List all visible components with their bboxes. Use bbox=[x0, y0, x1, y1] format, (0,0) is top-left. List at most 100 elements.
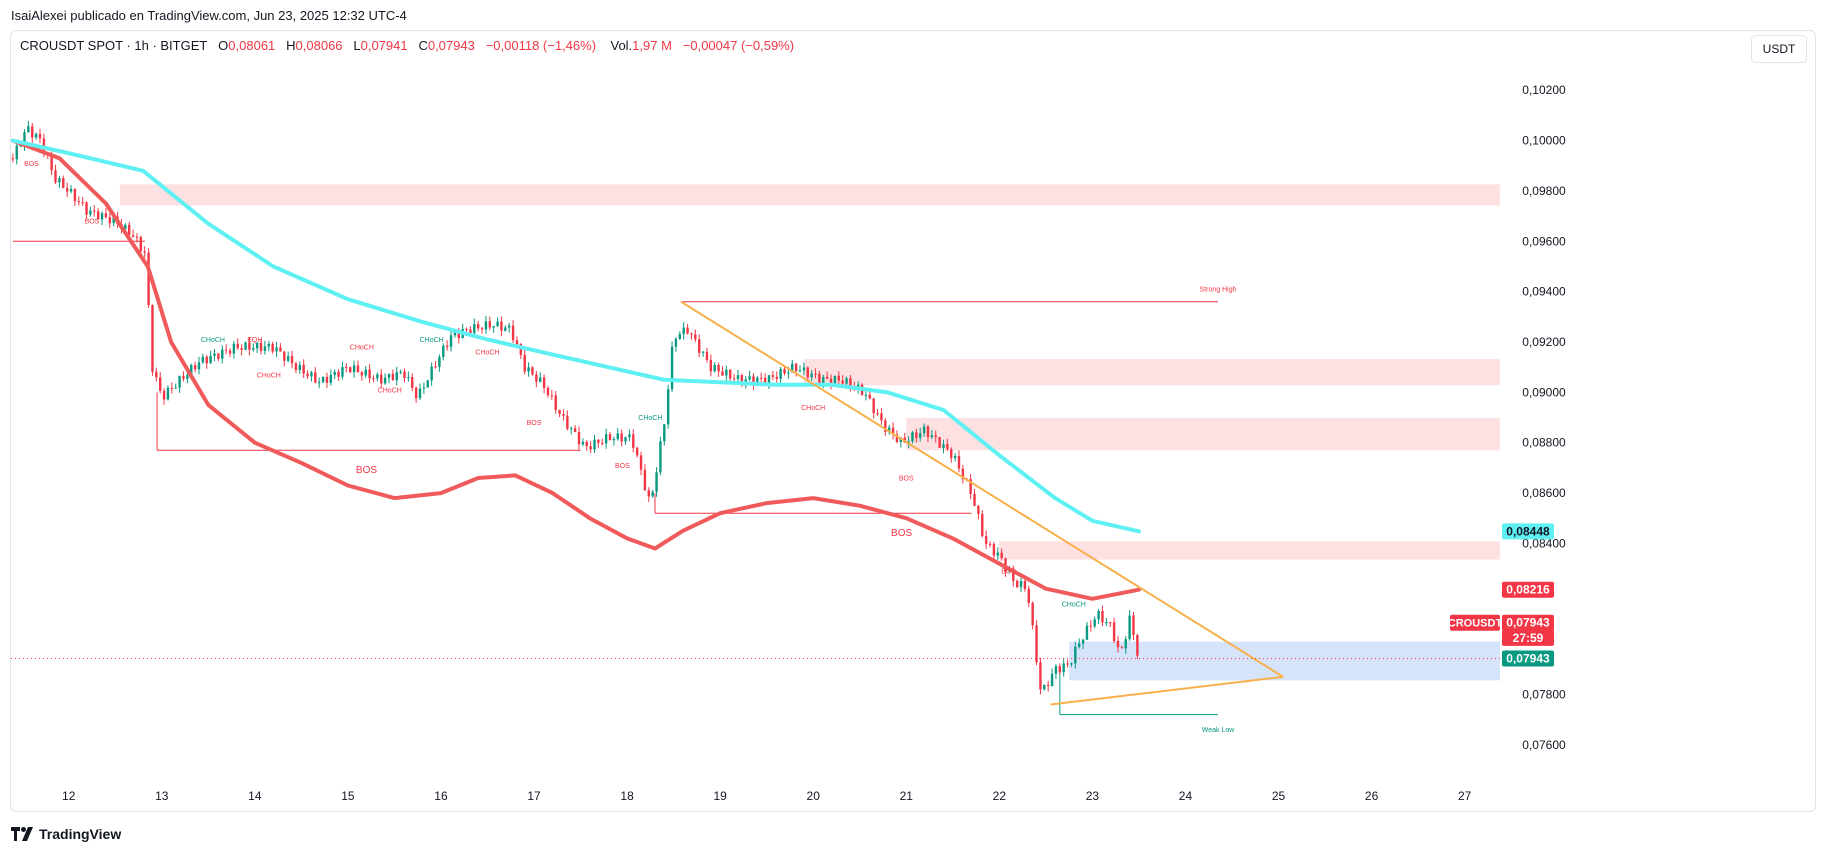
price-axis-tag bbox=[1502, 523, 1554, 540]
candle-body bbox=[709, 359, 713, 372]
candle-body bbox=[248, 342, 251, 350]
candle-body bbox=[845, 378, 848, 384]
candle-body bbox=[271, 343, 274, 352]
candle-body bbox=[748, 376, 751, 380]
candle-body bbox=[837, 375, 840, 381]
candle-body bbox=[422, 387, 426, 389]
y-axis-tick: 0,07800 bbox=[1522, 687, 1566, 701]
candle-body bbox=[527, 367, 530, 372]
publisher-line: IsaiAlexei publicado en TradingView.com,… bbox=[11, 8, 407, 23]
candle-body bbox=[977, 505, 980, 514]
candle-body bbox=[729, 369, 732, 379]
candle-body bbox=[500, 321, 503, 331]
candle-body bbox=[946, 444, 949, 450]
y-axis-tick: 0,09400 bbox=[1522, 285, 1566, 299]
price-axis-tag-label: 0,08216 bbox=[1506, 583, 1550, 597]
candle-body bbox=[973, 493, 976, 506]
candle-body bbox=[915, 432, 918, 438]
candle-body bbox=[139, 236, 143, 252]
candle-body bbox=[23, 132, 26, 146]
price-axis-tag-label: 0,07943 bbox=[1506, 651, 1550, 665]
candle-body bbox=[1012, 570, 1015, 581]
candle-body bbox=[81, 202, 84, 204]
candle-body bbox=[457, 332, 460, 339]
candle-body bbox=[887, 427, 891, 432]
candle-body bbox=[663, 424, 666, 442]
candle-body bbox=[333, 371, 336, 375]
candle-body bbox=[880, 413, 883, 421]
y-axis-tick: 0,09200 bbox=[1522, 335, 1566, 349]
structure-label: BOS bbox=[527, 420, 542, 427]
symbol-title[interactable]: CROUSDT SPOT · 1h · BITGET bbox=[20, 38, 208, 53]
candle-body bbox=[911, 432, 914, 442]
candle-body bbox=[201, 356, 205, 363]
currency-button[interactable]: USDT bbox=[1751, 35, 1807, 63]
price-axis-tag bbox=[1502, 650, 1554, 667]
candle-body bbox=[732, 378, 736, 380]
candle-body bbox=[34, 133, 38, 138]
candle-body bbox=[19, 145, 22, 147]
candle-body bbox=[411, 376, 414, 388]
supply-zone bbox=[119, 184, 1500, 206]
candle-body bbox=[713, 364, 716, 372]
candle-body bbox=[131, 235, 135, 237]
candle-body bbox=[643, 469, 647, 491]
structure-label: CHoCH bbox=[1062, 601, 1086, 608]
candle-body bbox=[535, 374, 538, 382]
candle-body bbox=[209, 355, 212, 364]
y-axis-tick: 0,09000 bbox=[1522, 385, 1566, 399]
tradingview-brand: TradingView bbox=[39, 826, 122, 842]
candle-body bbox=[1066, 663, 1069, 665]
candle-body bbox=[507, 325, 511, 328]
tradingview-logo[interactable]: TradingView bbox=[11, 826, 121, 842]
ascending-trendline bbox=[1050, 675, 1284, 706]
candle-body bbox=[127, 224, 131, 236]
candle-body bbox=[155, 371, 158, 378]
candle-body bbox=[988, 543, 992, 545]
candle-body bbox=[174, 387, 177, 389]
candle-body bbox=[387, 373, 391, 378]
candle-body bbox=[352, 365, 356, 373]
structure-label: CHoCH bbox=[350, 345, 374, 352]
candle-body bbox=[434, 366, 437, 368]
candle-body bbox=[449, 335, 453, 347]
candle-body bbox=[1046, 684, 1050, 687]
candle-body bbox=[841, 380, 844, 384]
candle-body bbox=[829, 378, 833, 384]
y-axis-tick: 0,08800 bbox=[1522, 436, 1566, 450]
candle-body bbox=[193, 365, 197, 370]
candle-body bbox=[465, 328, 468, 330]
candle-body bbox=[701, 351, 705, 353]
chart-frame[interactable] bbox=[10, 30, 1816, 812]
price-axis-tag bbox=[1502, 629, 1554, 646]
candle-body bbox=[469, 329, 472, 334]
candle-body bbox=[213, 353, 216, 356]
candle-body bbox=[546, 387, 550, 396]
candle-body bbox=[651, 491, 654, 497]
descending-trendline bbox=[680, 300, 1284, 678]
volume-change-value: −0,00047 (−0,59%) bbox=[682, 38, 795, 53]
candle-body bbox=[62, 178, 65, 189]
structure-label: BOS bbox=[1001, 569, 1016, 576]
candle-body bbox=[1105, 622, 1108, 624]
candle-body bbox=[1043, 684, 1046, 690]
candle-body bbox=[570, 428, 573, 430]
y-axis-tick: 0,08600 bbox=[1522, 486, 1566, 500]
candle-body bbox=[760, 377, 763, 379]
candle-body bbox=[484, 321, 488, 330]
candle-body bbox=[550, 395, 554, 397]
candle-body bbox=[577, 432, 581, 445]
candle-body bbox=[775, 376, 778, 379]
candle-body bbox=[1054, 666, 1058, 674]
candle-body bbox=[752, 376, 755, 385]
x-axis-tick: 19 bbox=[713, 789, 727, 803]
candle-body bbox=[930, 435, 934, 438]
candle-body bbox=[1124, 639, 1127, 649]
candle-body bbox=[868, 394, 872, 399]
structure-label: CHoCH bbox=[201, 337, 225, 344]
candle-body bbox=[108, 217, 112, 224]
change-value: −0,00118 (−1,46%) bbox=[485, 38, 597, 53]
y-axis-tick: 0,08400 bbox=[1522, 536, 1566, 550]
candle-body bbox=[810, 373, 813, 378]
